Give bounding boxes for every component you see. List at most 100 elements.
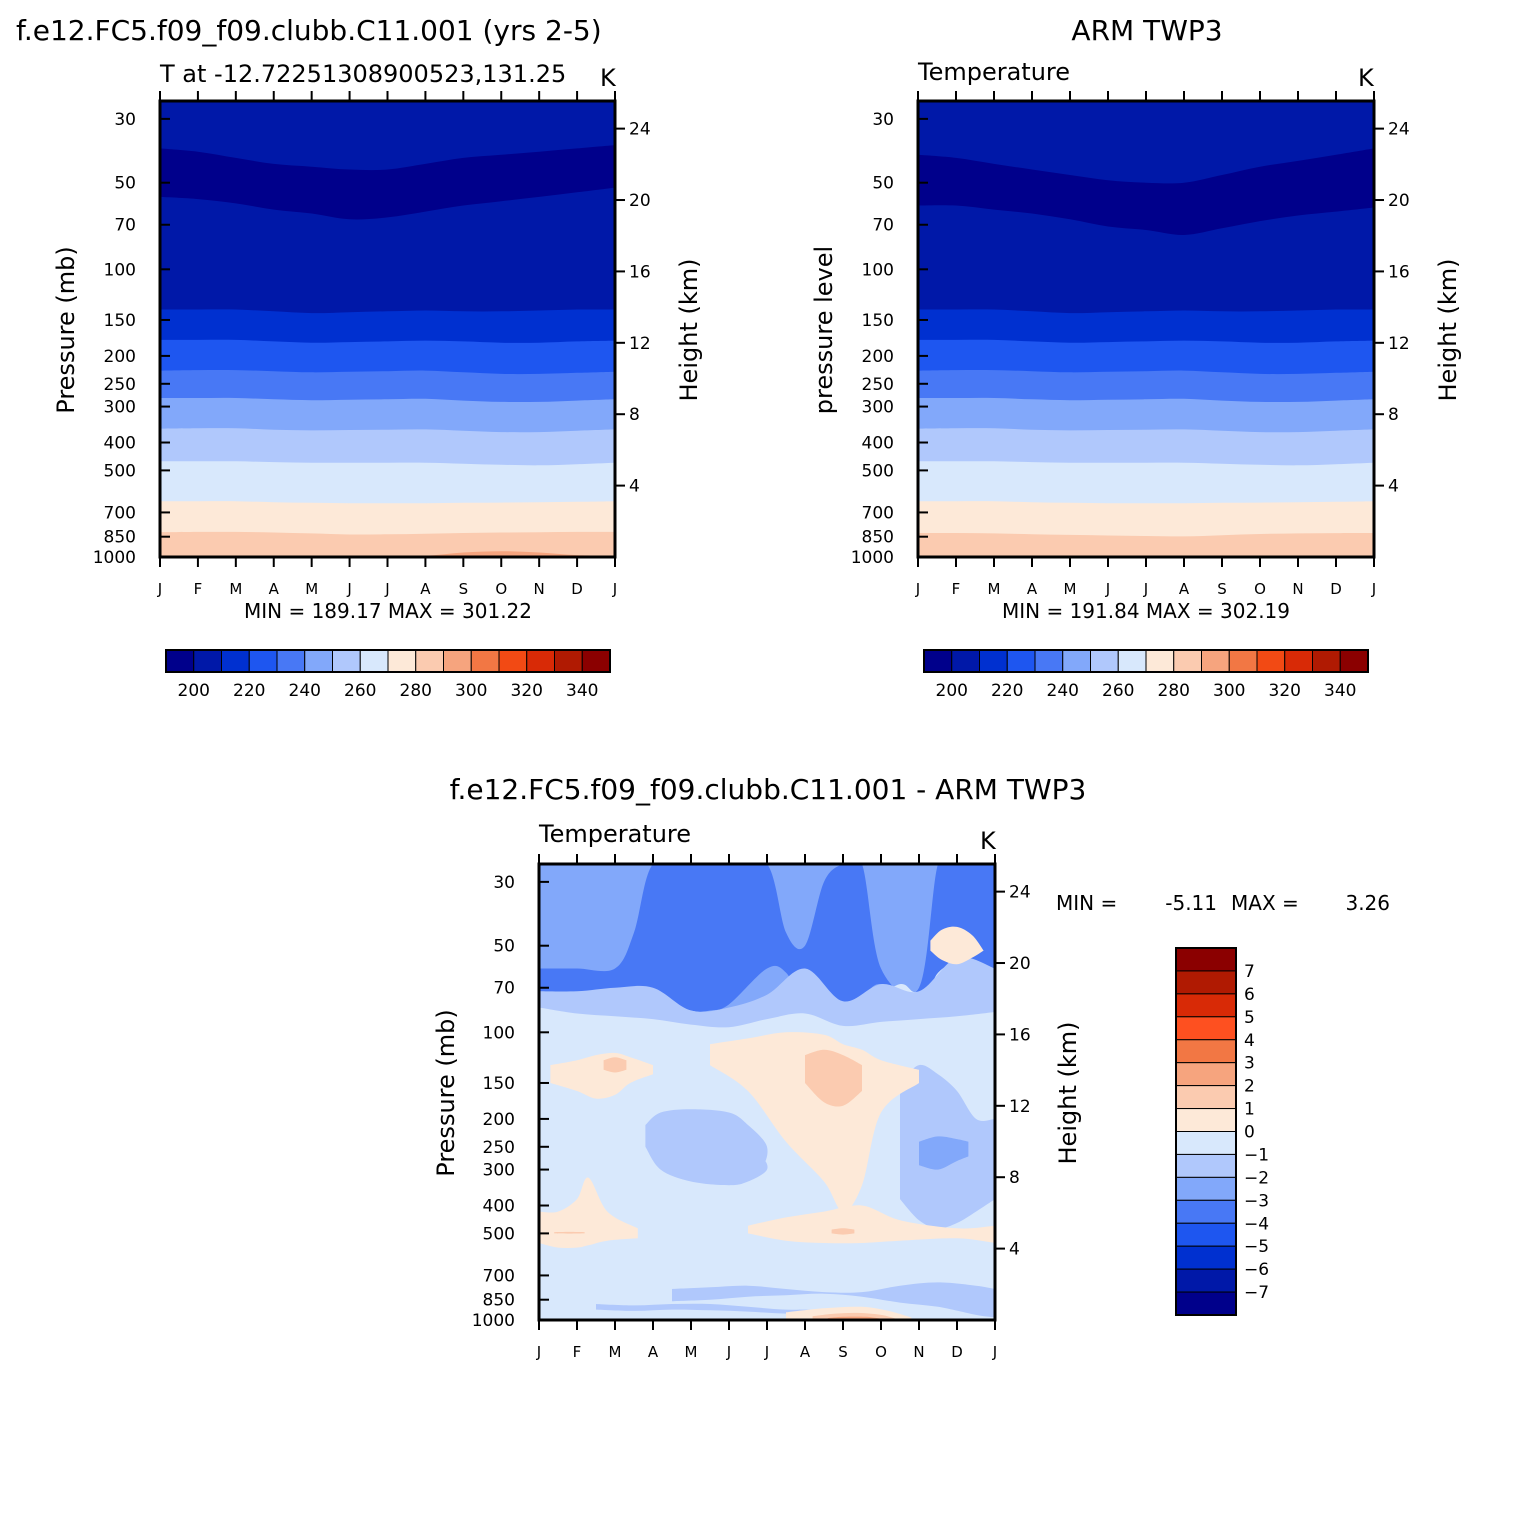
obs-colorbar-swatch (1062, 649, 1091, 673)
obs-height-tick-label: 16 (1388, 262, 1410, 282)
diff-contour-region (539, 864, 995, 1012)
obs-colorbar: 200 220 240 260 280 300 320 340 (923, 649, 1369, 701)
model-colorbar-label: 240 (289, 681, 321, 701)
diff-contour-region (539, 1177, 638, 1248)
obs-colorbar-label: 220 (991, 681, 1023, 701)
diff-colorbar-swatch (1175, 1199, 1237, 1224)
diff-colorbar-swatch (1175, 1108, 1237, 1132)
model-pressure-tick-label: 500 (104, 461, 136, 481)
diff-contour-region (603, 1057, 627, 1073)
diff-colorbar-label: 1 (1244, 1100, 1255, 1120)
model-height-tick-label: 24 (629, 120, 651, 140)
diff-colorbar-label: −7 (1244, 1283, 1269, 1303)
diff-colorbar-label: −4 (1244, 1214, 1269, 1234)
diff-min-label: MIN = (1056, 891, 1117, 915)
diff-pressure-tick-label: 150 (483, 1074, 515, 1094)
obs-colorbar-swatch (979, 649, 1008, 673)
obs-month-label: J (1371, 580, 1376, 598)
diff-colorbar-swatch (1175, 947, 1237, 972)
model-pressure-tick-label: 400 (104, 434, 136, 454)
model-month-label: M (229, 580, 242, 598)
obs-colorbar-swatch (1034, 649, 1064, 673)
model-y2-axis-label: Height (km) (675, 259, 703, 402)
model-colorbar-label: 340 (566, 681, 598, 701)
diff-colorbar-label: 0 (1244, 1123, 1255, 1143)
obs-month-label: S (1217, 580, 1227, 598)
model-pressure-tick-label: 150 (104, 311, 136, 331)
diff-contour-region (748, 1205, 995, 1244)
model-colorbar-swatch (581, 649, 611, 673)
diff-min-value: -5.11 (1165, 891, 1217, 915)
model-colorbar-swatch (443, 649, 472, 673)
obs-month-label: J (1143, 580, 1148, 598)
model-pressure-tick-label: 30 (114, 110, 136, 130)
diff-month-label: D (951, 1343, 963, 1361)
obs-month-label: A (1027, 580, 1038, 598)
obs-pressure-tick-label: 850 (862, 528, 894, 548)
obs-pressure-tick-label: 400 (862, 434, 894, 454)
diff-colorbar-label: 4 (1244, 1031, 1255, 1051)
diff-colorbar-swatch (1175, 1222, 1237, 1247)
diff-month-label: N (913, 1343, 924, 1361)
obs-pressure-tick-label: 250 (862, 375, 894, 395)
diff-colorbar-swatch (1175, 1245, 1237, 1270)
obs-colorbar-label: 200 (936, 681, 968, 701)
obs-colorbar-swatch (1006, 649, 1036, 673)
model-colorbar-swatch (470, 649, 500, 673)
diff-pressure-tick-label: 500 (483, 1224, 515, 1244)
obs-min-max: MIN = 191.84 MAX = 302.19 (1002, 599, 1290, 623)
obs-month-label: D (1330, 580, 1342, 598)
diff-contour-region (805, 1049, 862, 1107)
diff-pressure-tick-label: 30 (493, 873, 515, 893)
model-month-label: J (612, 580, 617, 598)
model-month-label: M (305, 580, 318, 598)
obs-pressure-tick-label: 30 (872, 110, 894, 130)
obs-left-title: Temperature (917, 58, 1070, 86)
obs-y2-axis-label: Height (km) (1434, 259, 1462, 402)
obs-colorbar-label: 300 (1213, 681, 1245, 701)
diff-contour-region (919, 1136, 969, 1170)
diff-pressure-tick-label: 700 (483, 1266, 515, 1286)
obs-month-label: J (915, 580, 920, 598)
diff-y-axis-label: Pressure (mb) (432, 1009, 460, 1176)
diff-contour-region (645, 1109, 768, 1186)
model-height-tick-label: 4 (629, 477, 640, 497)
model-month-label: J (346, 580, 351, 598)
diff-contour-region (554, 1231, 585, 1234)
model-colorbar-label: 280 (400, 681, 432, 701)
diff-height-tick-label: 4 (1009, 1240, 1020, 1260)
model-colorbar-swatch (165, 649, 195, 673)
diff-colorbar-swatch (1175, 1268, 1237, 1293)
model-month-label: J (157, 580, 162, 598)
diff-colorbar-label: −6 (1244, 1260, 1269, 1280)
obs-colorbar-swatch (923, 649, 953, 673)
diff-contour-region (550, 1052, 653, 1099)
model-colorbar-label: 200 (178, 681, 210, 701)
model-colorbar-swatch (221, 649, 250, 673)
diff-contour-region (930, 926, 984, 965)
model-colorbar-swatch (332, 649, 361, 673)
obs-month-label: O (1254, 580, 1266, 598)
obs-pressure-tick-label: 700 (862, 503, 894, 523)
diff-month-label: J (764, 1343, 769, 1361)
model-colorbar-label: 220 (233, 681, 265, 701)
obs-colorbar-swatch (1339, 649, 1369, 673)
diff-colorbar-swatch (1175, 1291, 1237, 1316)
model-colorbar-swatch (359, 649, 389, 673)
diff-colorbar-label: 3 (1244, 1054, 1255, 1074)
model-pressure-tick-label: 700 (104, 503, 136, 523)
model-month-label: F (194, 580, 203, 598)
obs-colorbar-swatch (1145, 649, 1175, 673)
obs-month-label: F (952, 580, 961, 598)
diff-pressure-tick-label: 1000 (472, 1311, 515, 1331)
diff-month-label: O (875, 1343, 887, 1361)
obs-colorbar-swatch (1256, 649, 1286, 673)
model-colorbar-swatch (498, 649, 528, 673)
model-colorbar-swatch (387, 649, 417, 673)
model-pressure-tick-label: 100 (104, 260, 136, 280)
diff-colorbar-swatch (1175, 1131, 1237, 1155)
obs-colorbar-label: 240 (1047, 681, 1079, 701)
